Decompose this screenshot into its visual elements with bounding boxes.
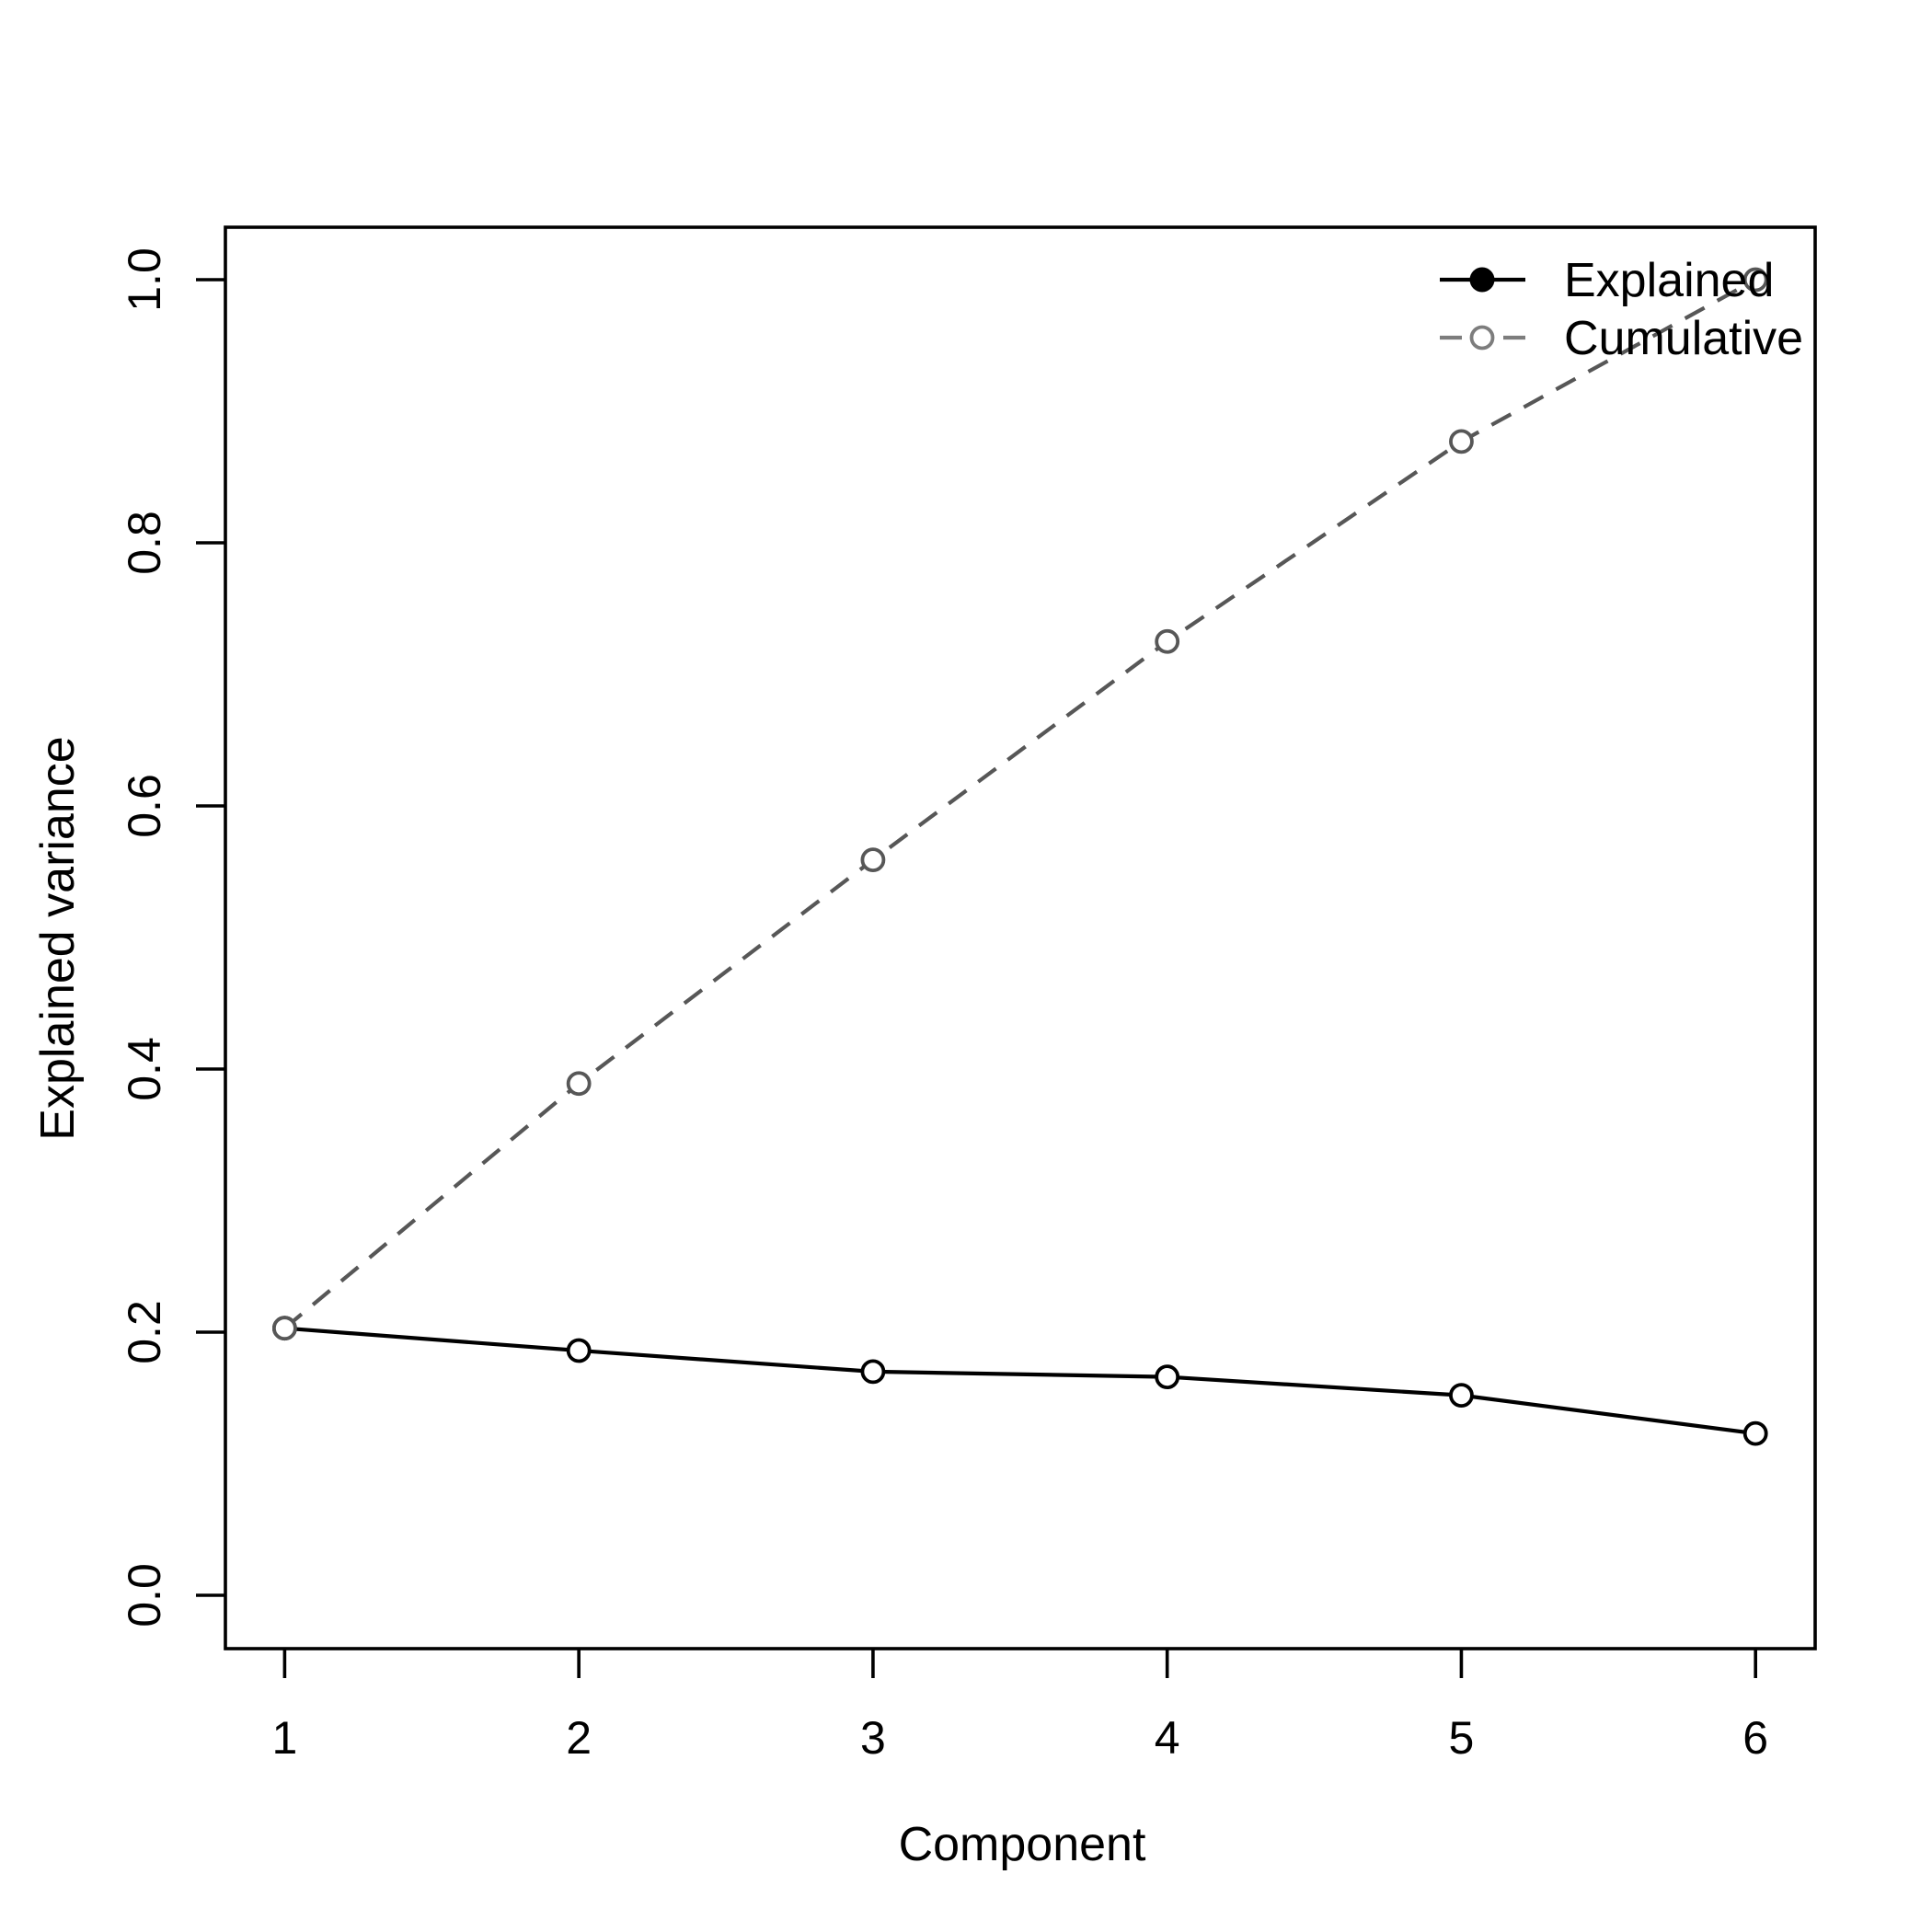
- plot-frame: [224, 225, 1817, 1650]
- data-series: [271, 267, 1768, 1446]
- cumulative-marker: [271, 1316, 297, 1341]
- y-tick-label: 0.4: [119, 1037, 170, 1101]
- x-tick-label: 3: [860, 1712, 886, 1764]
- explained-marker: [1449, 1383, 1474, 1409]
- explained-marker: [1155, 1364, 1180, 1390]
- explained-marker: [566, 1338, 592, 1363]
- explained-marker: [860, 1359, 886, 1385]
- x-axis-title: Component: [899, 1818, 1146, 1871]
- y-tick-label: 0.6: [119, 774, 170, 838]
- cumulative-marker: [1155, 628, 1180, 654]
- legend-label-explained: Explained: [1564, 254, 1774, 307]
- y-tick-label: 1.0: [119, 247, 170, 312]
- x-tick-label: 2: [566, 1712, 592, 1764]
- cumulative-marker: [566, 1071, 592, 1097]
- cumulative-line: [283, 278, 1757, 1330]
- explained-marker: [1742, 1420, 1768, 1446]
- legend-sample-cumulative-marker: [1469, 325, 1495, 351]
- axes: 1 2 3 4 5 6 0.0 0.2 0.4 0.6 0.8 1.0: [119, 247, 1768, 1764]
- plot-frame-box: [224, 225, 1817, 1650]
- y-tick-label: 0.2: [119, 1300, 170, 1364]
- explained-line: [284, 1326, 1756, 1436]
- cumulative-marker: [1449, 429, 1474, 454]
- x-tick-label: 6: [1742, 1712, 1768, 1764]
- y-axis-title: Explained variance: [31, 736, 85, 1140]
- legend-samples: [1440, 267, 1525, 351]
- cumulative-marker: [860, 847, 886, 873]
- legend-sample-explained-marker: [1469, 267, 1495, 293]
- x-tick-label: 4: [1155, 1712, 1180, 1764]
- cumulative-marker: [1742, 267, 1768, 293]
- y-tick-label: 0.8: [119, 511, 170, 575]
- legend-label-cumulative: Cumulative: [1564, 312, 1803, 365]
- y-tick-label: 0.0: [119, 1563, 170, 1627]
- x-tick-label: 1: [271, 1712, 297, 1764]
- x-tick-label: 5: [1449, 1712, 1475, 1764]
